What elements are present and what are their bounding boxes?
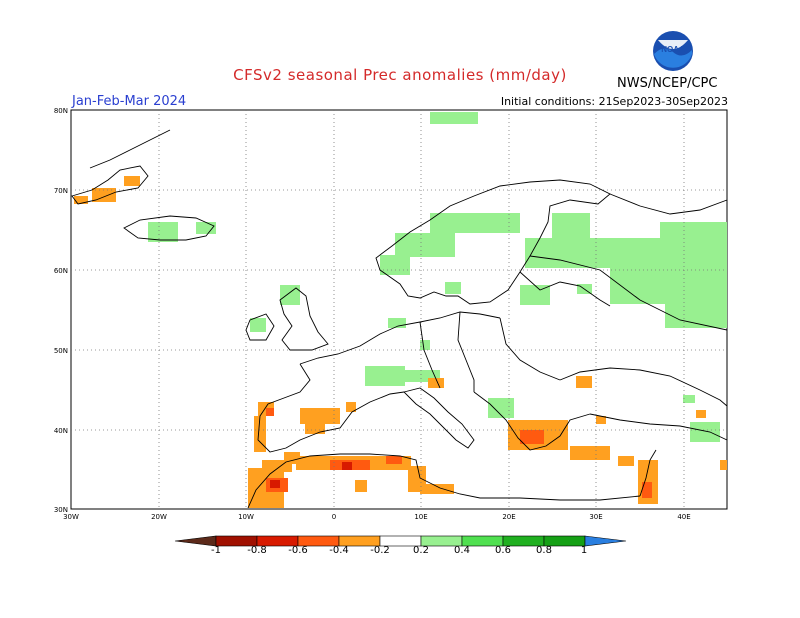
- season-label: Jan-Feb-Mar 2024: [72, 94, 187, 109]
- lon-label-10e: 10E: [414, 513, 427, 521]
- dry-anomaly-areas: [74, 176, 727, 508]
- coastlines: [71, 129, 728, 509]
- colorbar: [174, 535, 627, 547]
- map-title: CFSv2 seasonal Prec anomalies (mm/day): [233, 66, 567, 84]
- noaa-logo: NOAA: [652, 30, 694, 72]
- colorbar-label: 0.6: [495, 545, 511, 556]
- lat-labels: 80N 70N 60N 50N 40N 30N: [54, 107, 68, 514]
- colorbar-label: -0.2: [370, 545, 390, 556]
- lon-label-10w: 10W: [238, 513, 254, 521]
- noaa-logo-text: NOAA: [661, 45, 685, 54]
- lon-label-40e: 40E: [677, 513, 690, 521]
- lat-label-50n: 50N: [54, 347, 68, 355]
- colorbar-left-arrow: [174, 535, 217, 547]
- lon-label-30e: 30E: [589, 513, 602, 521]
- colorbar-label: 0.2: [413, 545, 429, 556]
- lat-label-60n: 60N: [54, 267, 68, 275]
- colorbar-label: 0.8: [536, 545, 552, 556]
- colorbar-label: -0.6: [288, 545, 308, 556]
- wet-anomaly-areas: [148, 112, 727, 442]
- graticule: [71, 110, 727, 509]
- agency-label: NWS/NCEP/CPC: [617, 76, 718, 91]
- lon-label-20w: 20W: [151, 513, 167, 521]
- colorbar-label: 1: [580, 545, 588, 556]
- lat-label-40n: 40N: [54, 427, 68, 435]
- colorbar-label: 0.4: [454, 545, 470, 556]
- initial-conditions-label: Initial conditions: 21Sep2023-30Sep2023: [500, 95, 728, 108]
- lat-label-30n: 30N: [54, 506, 68, 514]
- lon-label-0: 0: [332, 513, 336, 521]
- colorbar-right-arrow: [584, 535, 627, 547]
- lon-label-20e: 20E: [502, 513, 515, 521]
- colorbar-label: -0.8: [247, 545, 267, 556]
- lon-labels: 30W 20W 10W 0 10E 20E 30E 40E: [63, 513, 691, 521]
- colorbar-label: -0.4: [329, 545, 349, 556]
- lat-label-80n: 80N: [54, 107, 68, 115]
- map-frame: [70, 109, 728, 510]
- colorbar-label: -1: [211, 545, 221, 556]
- lat-label-70n: 70N: [54, 187, 68, 195]
- lon-label-30w: 30W: [63, 513, 79, 521]
